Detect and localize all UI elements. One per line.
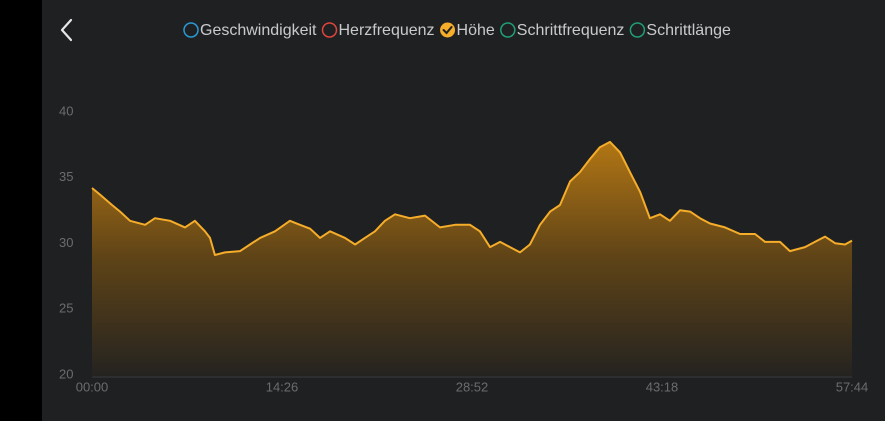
legend-item[interactable]: Geschwindigkeit — [183, 22, 317, 39]
legend-label: Höhe — [457, 22, 495, 39]
y-tick-label: 35 — [59, 169, 73, 184]
x-tick-label: 28:52 — [456, 379, 489, 394]
y-tick-label: 25 — [59, 301, 73, 316]
legend-item[interactable]: Schrittfrequenz — [500, 22, 625, 39]
legend-item[interactable]: Schrittlänge — [629, 22, 731, 39]
x-tick-label: 00:00 — [76, 379, 109, 394]
area-fill — [92, 141, 852, 376]
legend-check — [500, 22, 516, 38]
x-tick-label: 43:18 — [646, 379, 679, 394]
y-tick-label: 20 — [59, 366, 73, 381]
legend-check — [183, 22, 199, 38]
legend-label: Schrittlänge — [646, 22, 731, 39]
legend-item[interactable]: Höhe — [440, 22, 495, 39]
legend-item[interactable]: Herzfrequenz — [321, 22, 435, 39]
back-button[interactable] — [60, 18, 73, 42]
area-line — [91, 140, 853, 256]
x-tick-label: 14:26 — [266, 379, 299, 394]
plot: 20 25 30 35 40 00:00 14:26 28:52 43:18 57:44 — [59, 103, 868, 394]
legend-check — [321, 22, 338, 38]
legend: Geschwindigkeit Herzfrequenz Höhe Schrittfr… — [183, 22, 731, 39]
legend-label: Geschwindigkeit — [200, 22, 317, 39]
x-tick-label: 57:44 — [836, 379, 869, 394]
side-strip — [0, 0, 42, 421]
y-tick-label: 30 — [59, 235, 73, 250]
legend-check — [629, 22, 646, 38]
legend-label: Herzfrequenz — [339, 22, 435, 39]
y-tick-label: 40 — [59, 103, 73, 118]
legend-check — [440, 22, 456, 38]
legend-label: Schrittfrequenz — [517, 22, 625, 39]
legend-checkmark — [442, 26, 453, 35]
